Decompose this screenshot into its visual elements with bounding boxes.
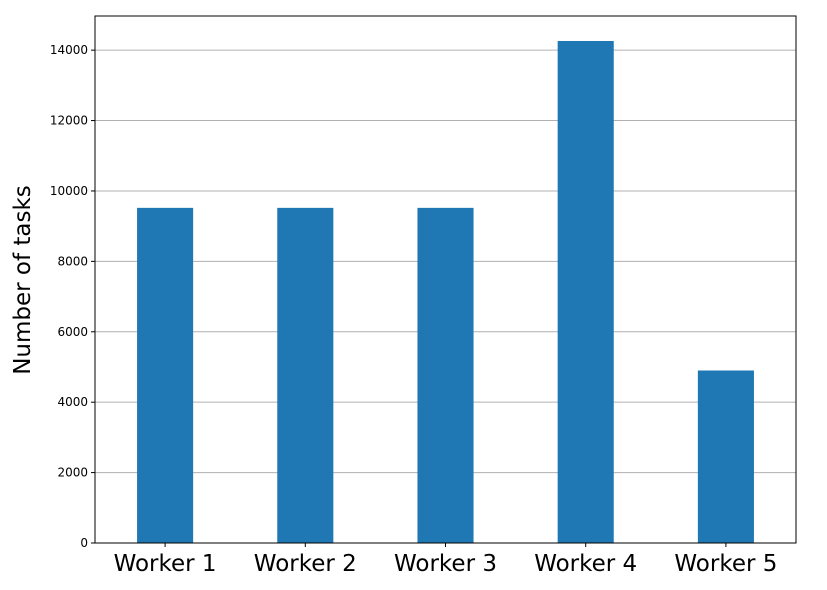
bar [417, 207, 474, 543]
bar [137, 207, 194, 543]
x-tick-label: Worker 3 [394, 551, 497, 577]
y-axis-title: Number of tasks [10, 185, 36, 375]
x-tick-label: Worker 4 [534, 551, 637, 577]
x-tick-label: Worker 2 [254, 551, 357, 577]
bar [557, 40, 614, 543]
x-tick-label: Worker 5 [674, 551, 777, 577]
y-tick-label: 6000 [57, 325, 88, 339]
y-tick-label: 8000 [57, 254, 88, 268]
y-tick-label: 14000 [50, 43, 88, 57]
x-axis: Worker 1 Worker 2 Worker 3 Worker 4 Worker 5 [114, 543, 777, 577]
y-tick-label: 12000 [50, 114, 88, 128]
x-tick-label: Worker 1 [114, 551, 217, 577]
y-tick-label: 10000 [50, 184, 88, 198]
y-tick-label: 2000 [57, 466, 88, 480]
bar [697, 370, 754, 543]
bars [137, 40, 754, 543]
bar [277, 207, 334, 543]
y-tick-label: 4000 [57, 395, 88, 409]
y-axis: 0 2000 4000 6000 8000 10000 12000 14000 [50, 43, 95, 550]
y-tick-label: 0 [80, 536, 88, 550]
